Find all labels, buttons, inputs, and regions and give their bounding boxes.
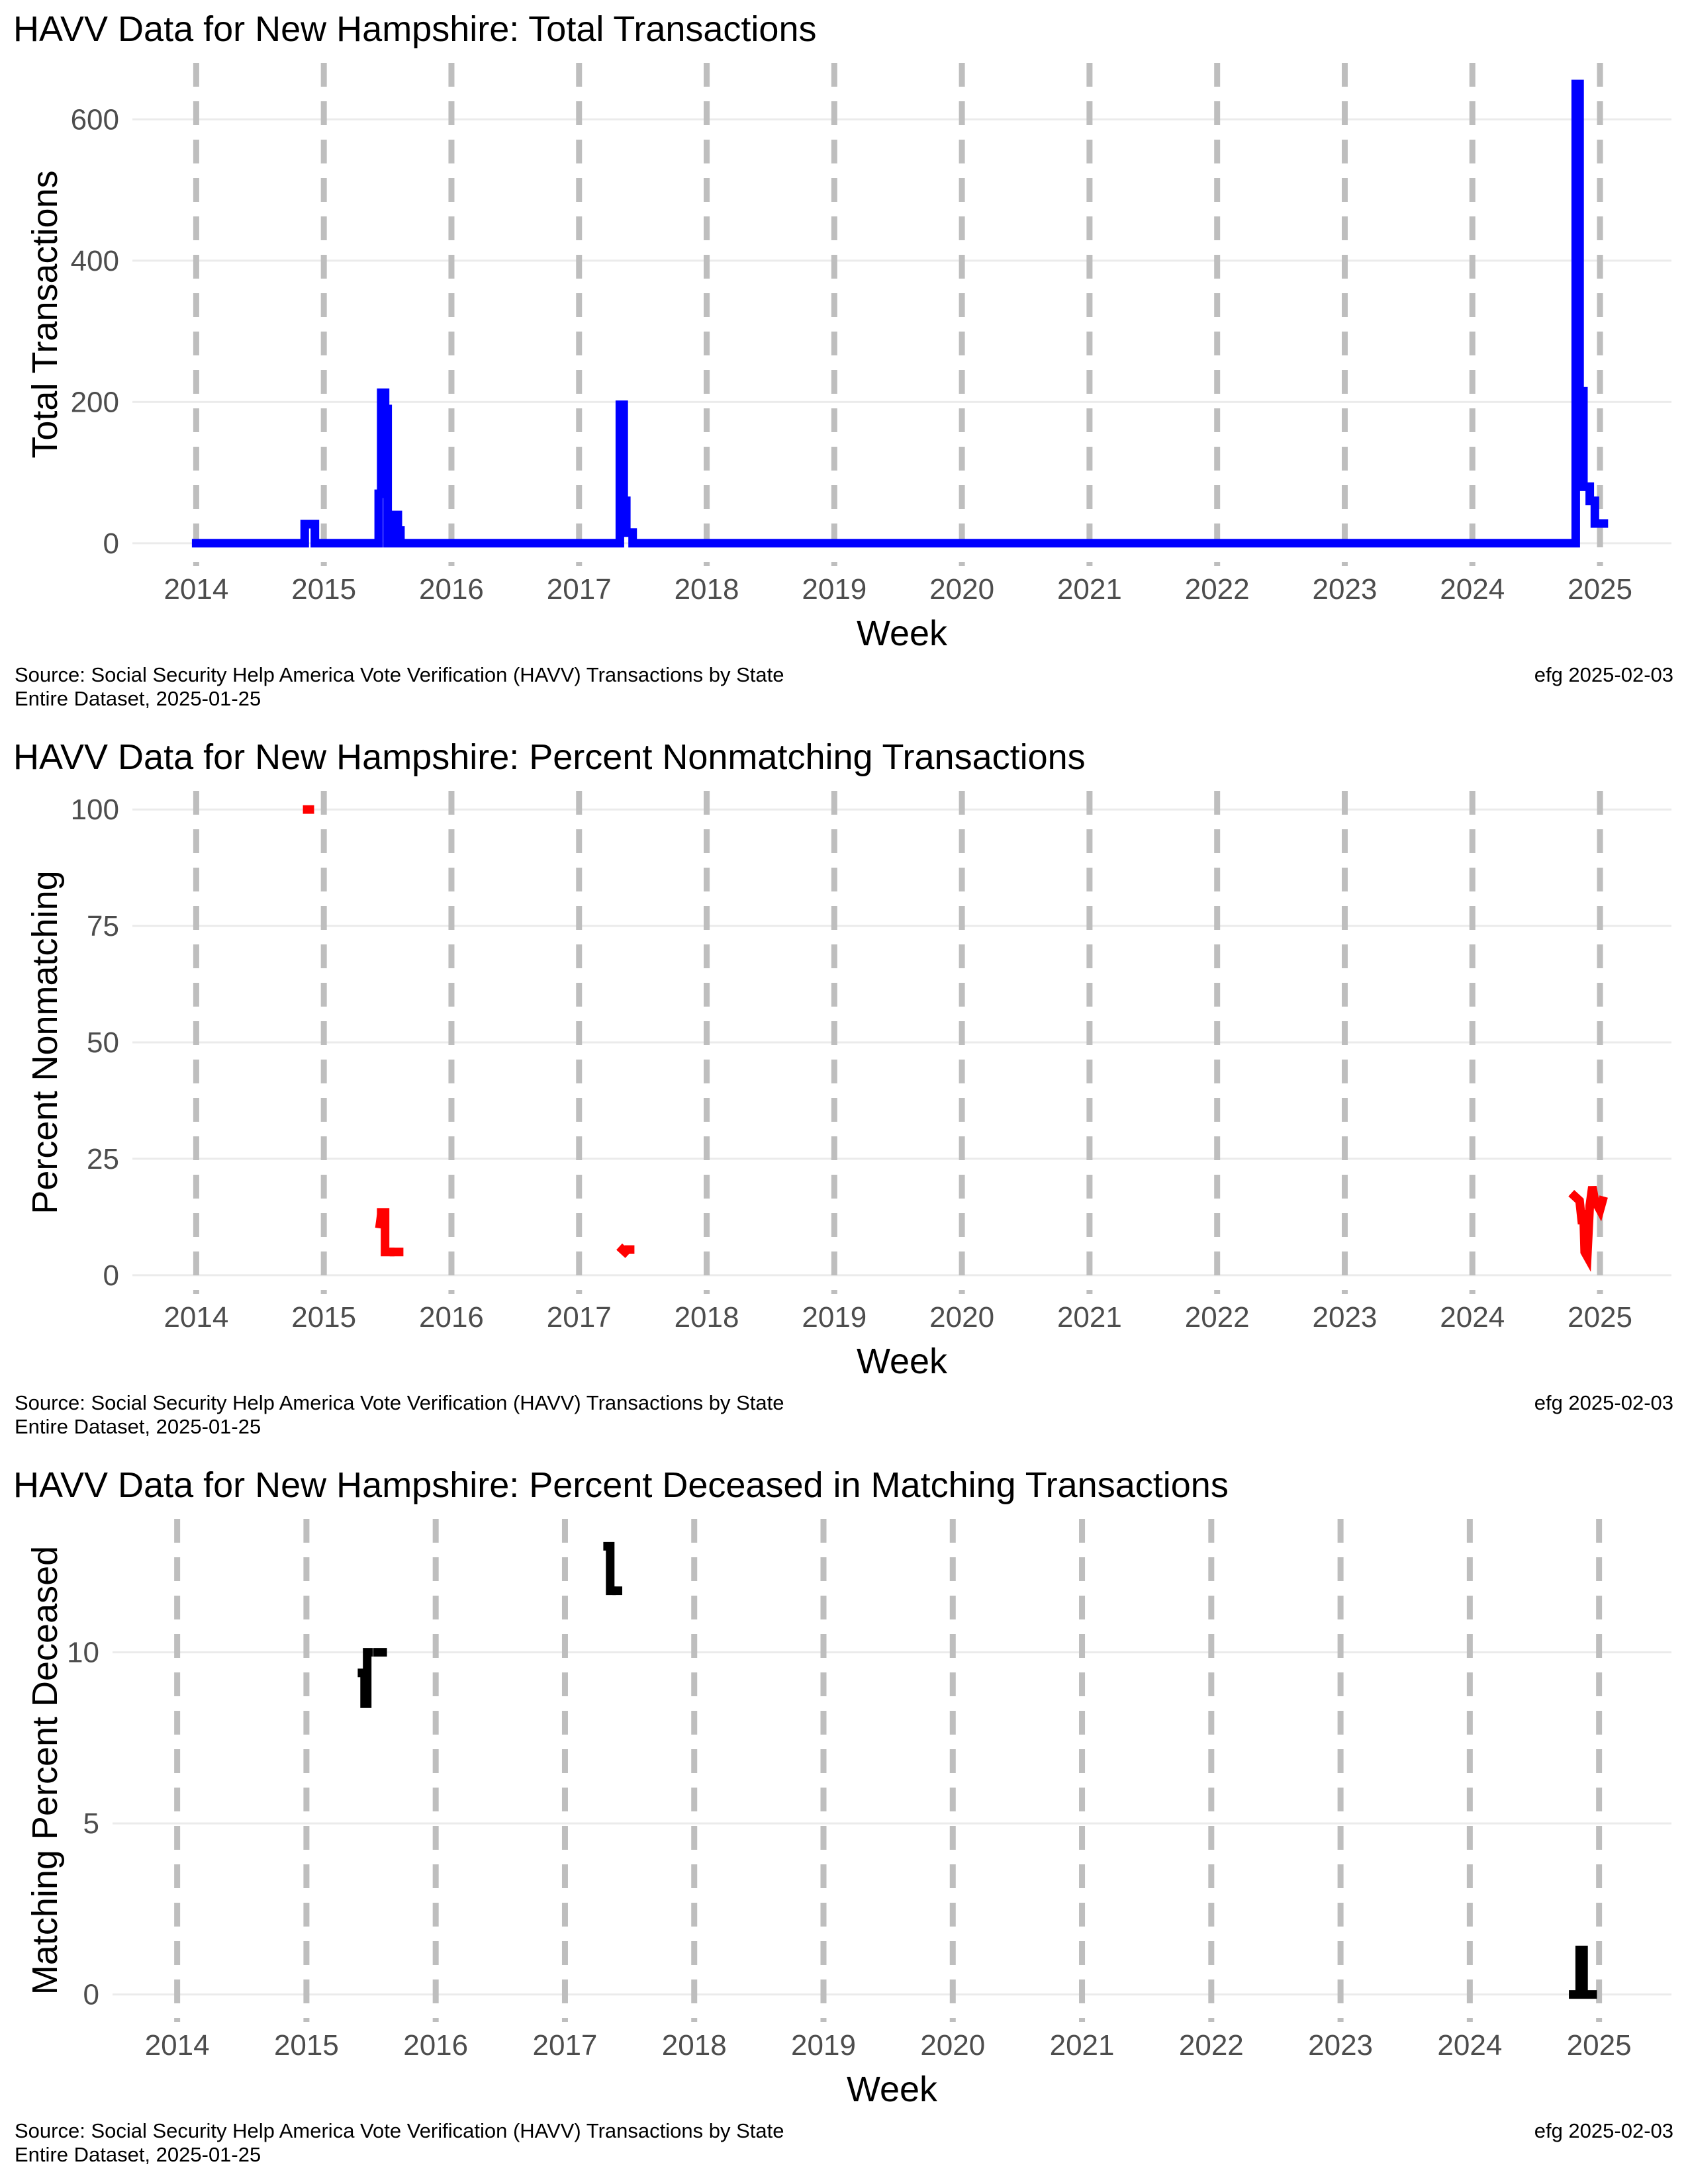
caption-source: Source: Social Security Help America Vot…: [15, 2119, 784, 2142]
y-gridlines: [113, 1651, 1671, 1996]
panel-percent-deceased: HAVV Data for New Hampshire: Percent Dec…: [13, 1465, 1673, 2166]
caption-author-date: efg 2025-02-03: [1534, 1391, 1673, 1414]
x-axis-title: Week: [857, 1342, 948, 1381]
series-line-segment: [357, 1648, 373, 1708]
y-tick-label: 100: [71, 794, 119, 826]
x-tick-label: 2020: [929, 573, 994, 606]
x-tick-label: 2015: [291, 1301, 356, 1334]
y-tick-label: 0: [103, 527, 119, 560]
x-tick-label: 2014: [164, 573, 228, 606]
x-tick-label: 2023: [1308, 2029, 1373, 2062]
x-tick-label: 2019: [802, 1301, 867, 1334]
data-series: [357, 1541, 1597, 1999]
series-line-segment: [1568, 1185, 1608, 1272]
x-tick-label: 2025: [1568, 573, 1632, 606]
caption-dataset: Entire Dataset, 2025-01-25: [15, 687, 261, 710]
y-axis-title: Percent Nonmatching: [25, 870, 65, 1214]
x-tick-labels: 2014 2015 2016 2017 2018 2019 2020 2021 2022 2023…: [145, 2029, 1632, 2062]
x-tick-labels: 2014 2015 2016 2017 2018 2019 2020 2021 2022 2023…: [164, 573, 1632, 606]
x-tick-label: 2014: [145, 2029, 210, 2062]
y-tick-label: 0: [83, 1979, 99, 2011]
x-tick-label: 2022: [1185, 1301, 1250, 1334]
x-tick-label: 2024: [1440, 573, 1505, 606]
y-tick-label: 10: [67, 1637, 99, 1669]
x-tick-label: 2023: [1313, 1301, 1378, 1334]
x-tick-label: 2025: [1567, 2029, 1632, 2062]
x-tick-label: 2018: [675, 573, 739, 606]
x-tick-labels: 2014 2015 2016 2017 2018 2019 2020 2021 2022 2023…: [164, 1301, 1632, 1334]
x-tick-label: 2017: [547, 573, 612, 606]
y-axis-title: Total Transactions: [25, 170, 65, 458]
x-tick-label: 2017: [533, 2029, 598, 2062]
y-tick-label: 0: [103, 1259, 119, 1292]
x-tick-label: 2021: [1057, 573, 1122, 606]
x-tick-label: 2017: [547, 1301, 612, 1334]
x-tick-label: 2024: [1437, 2029, 1502, 2062]
x-tick-label: 2018: [675, 1301, 739, 1334]
x-tick-label: 2016: [403, 2029, 468, 2062]
x-tick-label: 2019: [802, 573, 867, 606]
y-gridlines: [132, 118, 1671, 545]
series-line-segment: [191, 79, 1609, 548]
series-line-segment: [1569, 1945, 1597, 1999]
y-tick-label: 5: [83, 1807, 99, 1840]
x-tick-label: 2021: [1057, 1301, 1122, 1334]
year-marker-lines: [193, 63, 1603, 566]
year-marker-lines: [174, 1519, 1603, 2022]
year-marker-lines: [193, 791, 1603, 1294]
caption-source: Source: Social Security Help America Vot…: [15, 663, 784, 686]
y-tick-label: 600: [71, 103, 119, 136]
x-tick-label: 2015: [291, 573, 356, 606]
chart-title: HAVV Data for New Hampshire: Total Trans…: [13, 9, 817, 49]
x-tick-label: 2019: [791, 2029, 856, 2062]
data-series: [303, 805, 1608, 1272]
caption-author-date: efg 2025-02-03: [1534, 2119, 1673, 2142]
y-tick-label: 400: [71, 245, 119, 277]
x-tick-label: 2015: [274, 2029, 339, 2062]
x-tick-label: 2021: [1050, 2029, 1115, 2062]
y-tick-label: 50: [87, 1026, 119, 1059]
caption-dataset: Entire Dataset, 2025-01-25: [15, 2143, 261, 2166]
y-tick-label: 25: [87, 1143, 119, 1175]
y-tick-label: 75: [87, 910, 119, 942]
y-tick-labels: 0 200 400 600: [71, 103, 119, 559]
x-tick-label: 2025: [1568, 1301, 1632, 1334]
x-tick-label: 2024: [1440, 1301, 1505, 1334]
x-tick-label: 2022: [1185, 573, 1250, 606]
series-line-segment: [377, 1208, 395, 1257]
data-series: [191, 79, 1609, 548]
y-tick-label: 200: [71, 386, 119, 418]
panel-total-transactions: HAVV Data for New Hampshire: Total Trans…: [13, 9, 1673, 710]
y-tick-labels: 0 5 10: [67, 1637, 99, 2011]
x-tick-label: 2023: [1313, 573, 1378, 606]
series-line-segment: [603, 1541, 616, 1596]
x-tick-label: 2016: [419, 1301, 484, 1334]
caption-dataset: Entire Dataset, 2025-01-25: [15, 1415, 261, 1438]
x-tick-label: 2020: [929, 1301, 994, 1334]
y-tick-labels: 0 25 50 75 100: [71, 794, 119, 1292]
caption-source: Source: Social Security Help America Vot…: [15, 1391, 784, 1414]
x-axis-title: Week: [847, 2070, 938, 2109]
x-axis-title: Week: [857, 614, 948, 653]
y-gridlines: [132, 808, 1671, 1277]
x-tick-label: 2014: [164, 1301, 228, 1334]
x-tick-label: 2022: [1179, 2029, 1244, 2062]
x-tick-label: 2020: [920, 2029, 985, 2062]
chart-title: HAVV Data for New Hampshire: Percent Dec…: [13, 1465, 1229, 1505]
x-tick-label: 2016: [419, 573, 484, 606]
caption-author-date: efg 2025-02-03: [1534, 663, 1673, 686]
panel-percent-nonmatching: HAVV Data for New Hampshire: Percent Non…: [13, 737, 1673, 1438]
chart-title: HAVV Data for New Hampshire: Percent Non…: [13, 737, 1086, 777]
x-tick-label: 2018: [662, 2029, 727, 2062]
y-axis-title: Matching Percent Deceased: [25, 1546, 65, 1995]
